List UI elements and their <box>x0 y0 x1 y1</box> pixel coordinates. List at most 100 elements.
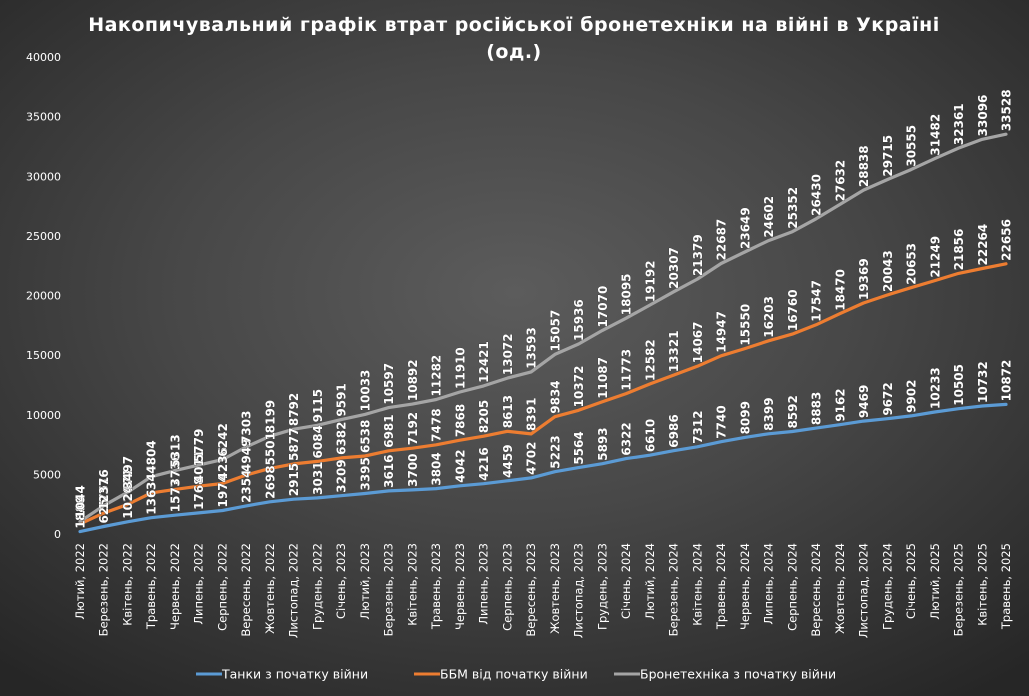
data-label-series-0: 3031 <box>311 461 325 494</box>
y-tick-label: 35000 <box>26 111 61 124</box>
legend-label-2: Бронетехніка з початку війни <box>640 667 836 682</box>
x-tick-label: Жовтень, 2022 <box>263 543 277 634</box>
x-tick-label: Березень, 2022 <box>97 543 111 636</box>
data-label-series-0: 2915 <box>287 463 301 496</box>
data-label-series-2: 33528 <box>1000 89 1014 131</box>
data-label-series-0: 1974 <box>216 474 230 507</box>
data-label-series-1: 7478 <box>430 408 444 441</box>
data-label-series-0: 5893 <box>596 427 610 460</box>
data-label-series-0: 6986 <box>667 414 681 447</box>
data-label-series-2: 6242 <box>216 423 230 456</box>
data-label-series-2: 5313 <box>168 434 182 467</box>
data-label-series-2: 13072 <box>501 333 515 375</box>
data-label-series-2: 30555 <box>905 125 919 167</box>
data-label-series-0: 10233 <box>928 367 942 409</box>
series-line-0 <box>78 402 1008 534</box>
x-tick-label: Травень, 2022 <box>144 543 158 630</box>
x-tick-label: Серпень, 2023 <box>500 543 514 631</box>
data-label-series-1: 4011 <box>192 450 206 483</box>
data-label-series-0: 8399 <box>762 397 776 430</box>
data-label-series-1: 7192 <box>406 412 420 445</box>
data-label-series-0: 4042 <box>453 449 467 482</box>
x-tick-label: Лютий, 2024 <box>643 543 657 620</box>
data-label-series-0: 8592 <box>786 395 800 428</box>
data-label-series-0: 1577 <box>168 479 182 512</box>
data-label-series-2: 25352 <box>786 187 800 229</box>
data-label-series-2: 28838 <box>857 145 871 187</box>
x-tick-label: Липень, 2024 <box>762 543 776 625</box>
data-label-series-2: 10597 <box>382 363 396 405</box>
x-tick-label: Серпень, 2024 <box>785 543 799 631</box>
x-tick-label: Квітень, 2022 <box>120 543 134 626</box>
data-label-series-1: 17547 <box>810 280 824 322</box>
data-label-series-2: 24602 <box>762 196 776 238</box>
x-tick-label: Вересень, 2023 <box>524 543 538 637</box>
x-tick-label: Березень, 2024 <box>667 543 681 636</box>
data-label-series-1: 20653 <box>905 243 919 285</box>
data-label-series-1: 6538 <box>358 420 372 453</box>
data-label-series-0: 6322 <box>620 422 634 455</box>
data-label-series-0: 9672 <box>881 382 895 415</box>
x-tick-label: Травень, 2025 <box>999 543 1013 630</box>
series-lines <box>78 132 1008 534</box>
x-tick-label: Листопад, 2024 <box>857 543 871 638</box>
x-tick-label: Жовтень, 2023 <box>548 543 562 634</box>
y-tick-label: 20000 <box>26 290 61 303</box>
data-label-series-2: 26430 <box>810 174 824 216</box>
data-label-series-2: 9115 <box>311 389 325 422</box>
x-tick-label: Грудень, 2022 <box>310 543 324 630</box>
data-label-series-1: 21856 <box>952 229 966 271</box>
data-label-series-1: 18470 <box>833 269 847 311</box>
data-label-series-2: 15057 <box>548 310 562 352</box>
data-label-series-1: 14947 <box>715 311 729 353</box>
data-label-series-0: 4459 <box>501 444 515 477</box>
data-label-series-0: 9469 <box>857 385 871 418</box>
data-label-series-0: 1768 <box>192 477 206 510</box>
series-line-1 <box>78 262 1008 526</box>
data-label-series-1: 12582 <box>643 339 657 381</box>
x-tick-label: Січень, 2023 <box>334 543 348 619</box>
x-tick-label: Квітень, 2023 <box>405 543 419 626</box>
data-label-series-0: 10732 <box>976 361 990 403</box>
data-label-series-0: 3700 <box>406 453 420 486</box>
data-label-series-1: 3736 <box>168 453 182 486</box>
x-tick-label: Жовтень, 2024 <box>833 543 847 634</box>
data-label-series-0: 1363 <box>145 481 159 514</box>
data-label-series-1: 22656 <box>1000 219 1014 261</box>
data-label-series-2: 10033 <box>358 370 372 412</box>
data-label-series-1: 21249 <box>928 236 942 278</box>
data-label-series-2: 18095 <box>620 273 634 315</box>
data-label-series-0: 7312 <box>691 410 705 443</box>
data-label-series-1: 6084 <box>311 425 325 458</box>
x-tick-label: Вересень, 2022 <box>239 543 253 637</box>
x-tick-label: Лютий, 2025 <box>928 543 942 620</box>
data-label-series-2: 23649 <box>738 207 752 249</box>
data-label-series-0: 9162 <box>833 388 847 421</box>
data-label-series-0: 9902 <box>905 380 919 413</box>
data-label-series-1: 2471 <box>121 468 135 501</box>
data-label-series-2: 32361 <box>952 103 966 145</box>
data-label-series-2: 9591 <box>335 383 349 416</box>
data-label-series-0: 5564 <box>572 431 586 464</box>
data-label-series-2: 7303 <box>240 411 254 444</box>
data-label-series-1: 6981 <box>382 414 396 447</box>
chart-title-unit: (од.) <box>486 41 541 63</box>
data-label-series-0: 4216 <box>477 447 491 480</box>
data-label-series-1: 20043 <box>881 250 895 292</box>
data-label-series-0: 10505 <box>952 364 966 406</box>
data-label-series-1: 6382 <box>335 421 349 454</box>
x-tick-label: Травень, 2024 <box>714 543 728 630</box>
data-label-series-2: 21379 <box>691 234 705 276</box>
y-tick-label: 15000 <box>26 349 61 362</box>
legend-label-1: ББМ від початку війни <box>440 667 588 682</box>
data-label-series-2: 15936 <box>572 299 586 341</box>
data-label-series-2: 11282 <box>430 355 444 397</box>
data-label-series-1: 846 <box>74 496 88 521</box>
data-label-series-0: 4702 <box>525 442 539 475</box>
legend-label-0: Танки з початку війни <box>221 667 368 682</box>
data-label-series-2: 19192 <box>643 260 657 302</box>
data-label-series-1: 9834 <box>548 380 562 413</box>
data-label-series-1: 14067 <box>691 322 705 364</box>
data-label-series-1: 7868 <box>453 404 467 437</box>
